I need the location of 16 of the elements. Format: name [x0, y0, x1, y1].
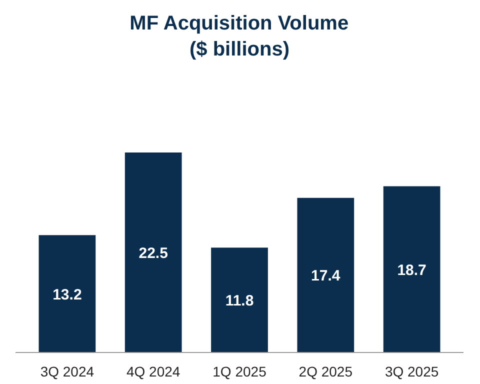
x-tick-label: 3Q 2025: [384, 364, 439, 380]
x-tick-label: 1Q 2025: [212, 364, 267, 380]
data-label: 22.5: [138, 245, 168, 262]
bar: [211, 248, 268, 352]
data-label: 11.8: [225, 292, 254, 310]
x-tick-label: 4Q 2024: [126, 364, 180, 380]
chart-title: MF Acquisition Volume ($ billions): [130, 12, 349, 60]
data-label: 13.2: [52, 286, 82, 304]
bar: [383, 186, 440, 352]
bar: [124, 152, 182, 352]
data-label: 18.7: [397, 262, 426, 279]
bar: [38, 235, 96, 352]
data-label: 17.4: [311, 268, 341, 285]
bar: [297, 198, 354, 352]
x-tick-label: 3Q 2024: [40, 364, 94, 380]
x-tick-label: 2Q 2025: [298, 364, 353, 380]
